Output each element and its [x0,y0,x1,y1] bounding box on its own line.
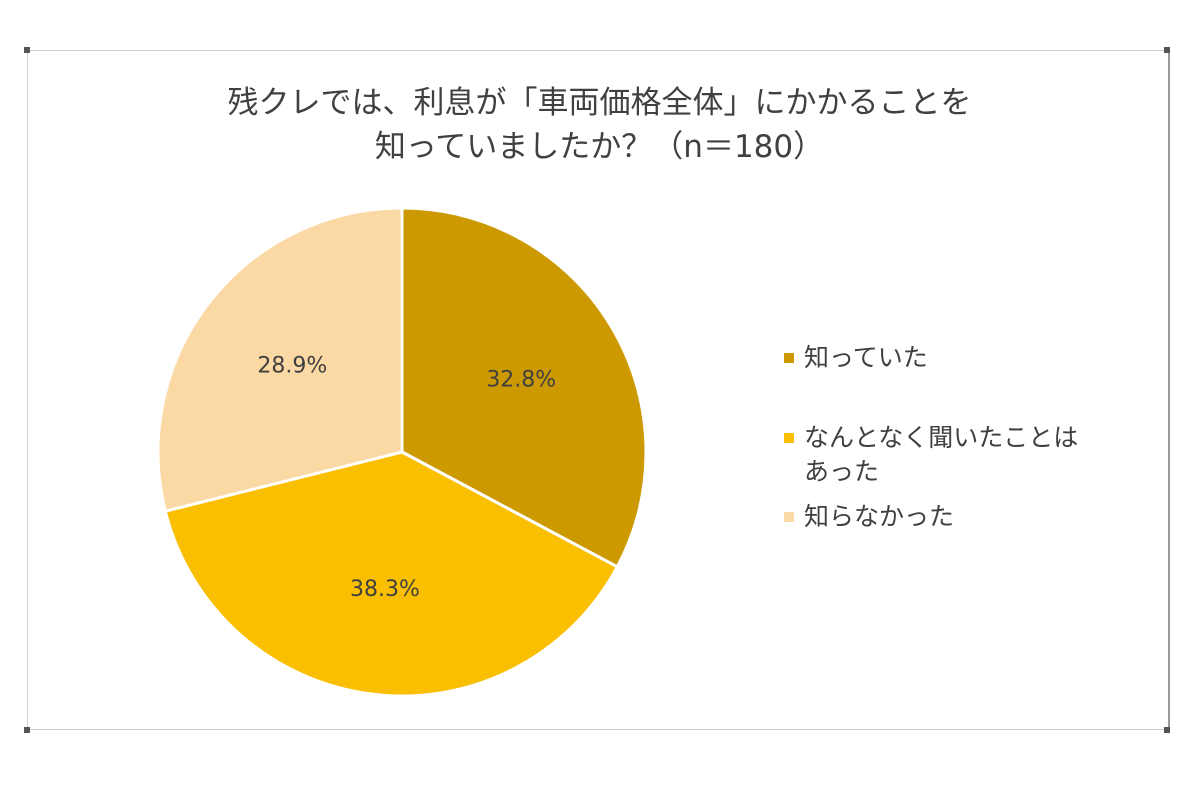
legend-swatch-didnt-know [784,512,794,522]
frame-corner-handle[interactable] [24,727,30,733]
data-label-didnt-know: 28.9% [257,353,327,378]
pie-slice-didnt-know [156,206,404,514]
chart-title-line-2: 知っていましたか？（n＝180） [374,129,825,165]
legend-swatch-heard [784,433,794,443]
pie-slice-knew [400,206,648,569]
pie-chart: 32.8% 38.3% 28.9% [156,206,648,698]
chart-title: 残クレでは、利息が「車両価格全体」にかかることを 知っていましたか？（n＝180… [28,81,1171,169]
chart-frame: 残クレでは、利息が「車両価格全体」にかかることを 知っていましたか？（n＝180… [27,50,1170,730]
legend-swatch-knew [784,353,794,363]
pie-slice-heard [163,450,620,698]
data-label-knew: 32.8% [486,367,556,392]
legend-item-heard: なんとなく聞いたことは あった [784,421,1149,489]
legend-label-didnt-know: 知らなかった [804,502,955,531]
legend-label-heard-line-1: なんとなく聞いたことは [804,423,1079,452]
frame-corner-handle[interactable] [24,47,30,53]
legend-item-knew: 知っていた [784,341,1149,375]
frame-corner-handle[interactable] [1164,727,1170,733]
chart-title-line-1: 残クレでは、利息が「車両価格全体」にかかることを [227,85,972,121]
legend-label-heard-line-2: あった [804,457,880,486]
data-label-heard: 38.3% [350,577,420,602]
legend-label-heard: なんとなく聞いたことは あった [804,421,1149,489]
legend-item-didnt-know: 知らなかった [784,500,1149,534]
legend-label-knew: 知っていた [804,343,928,372]
frame-corner-handle[interactable] [1164,47,1170,53]
